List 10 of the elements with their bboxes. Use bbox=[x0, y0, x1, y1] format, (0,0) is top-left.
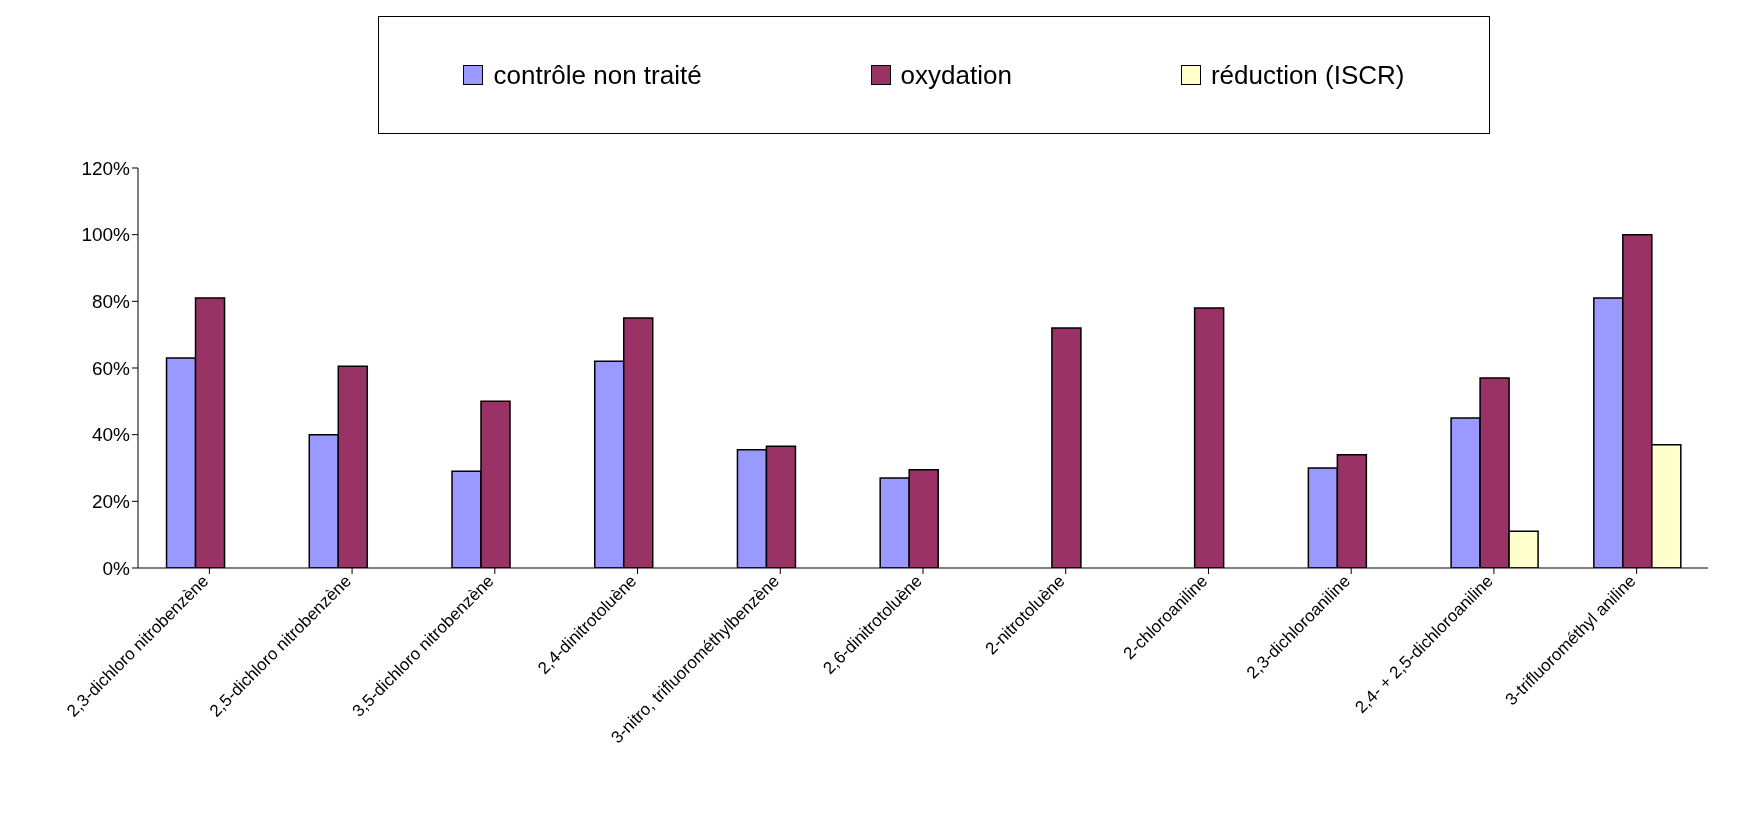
legend-label: oxydation bbox=[900, 59, 1012, 91]
legend-label: contrôle non traité bbox=[493, 59, 702, 91]
y-tick-label: 40% bbox=[91, 424, 131, 446]
y-tick-label: 20% bbox=[91, 491, 131, 513]
y-tick-label: 0% bbox=[102, 557, 131, 579]
legend-label: réduction (ISCR) bbox=[1210, 59, 1405, 91]
y-tick-label: 120% bbox=[81, 157, 131, 179]
y-tick-label: 80% bbox=[91, 291, 131, 313]
y-tick-label: 60% bbox=[91, 357, 131, 379]
y-tick-label: 100% bbox=[81, 224, 131, 246]
